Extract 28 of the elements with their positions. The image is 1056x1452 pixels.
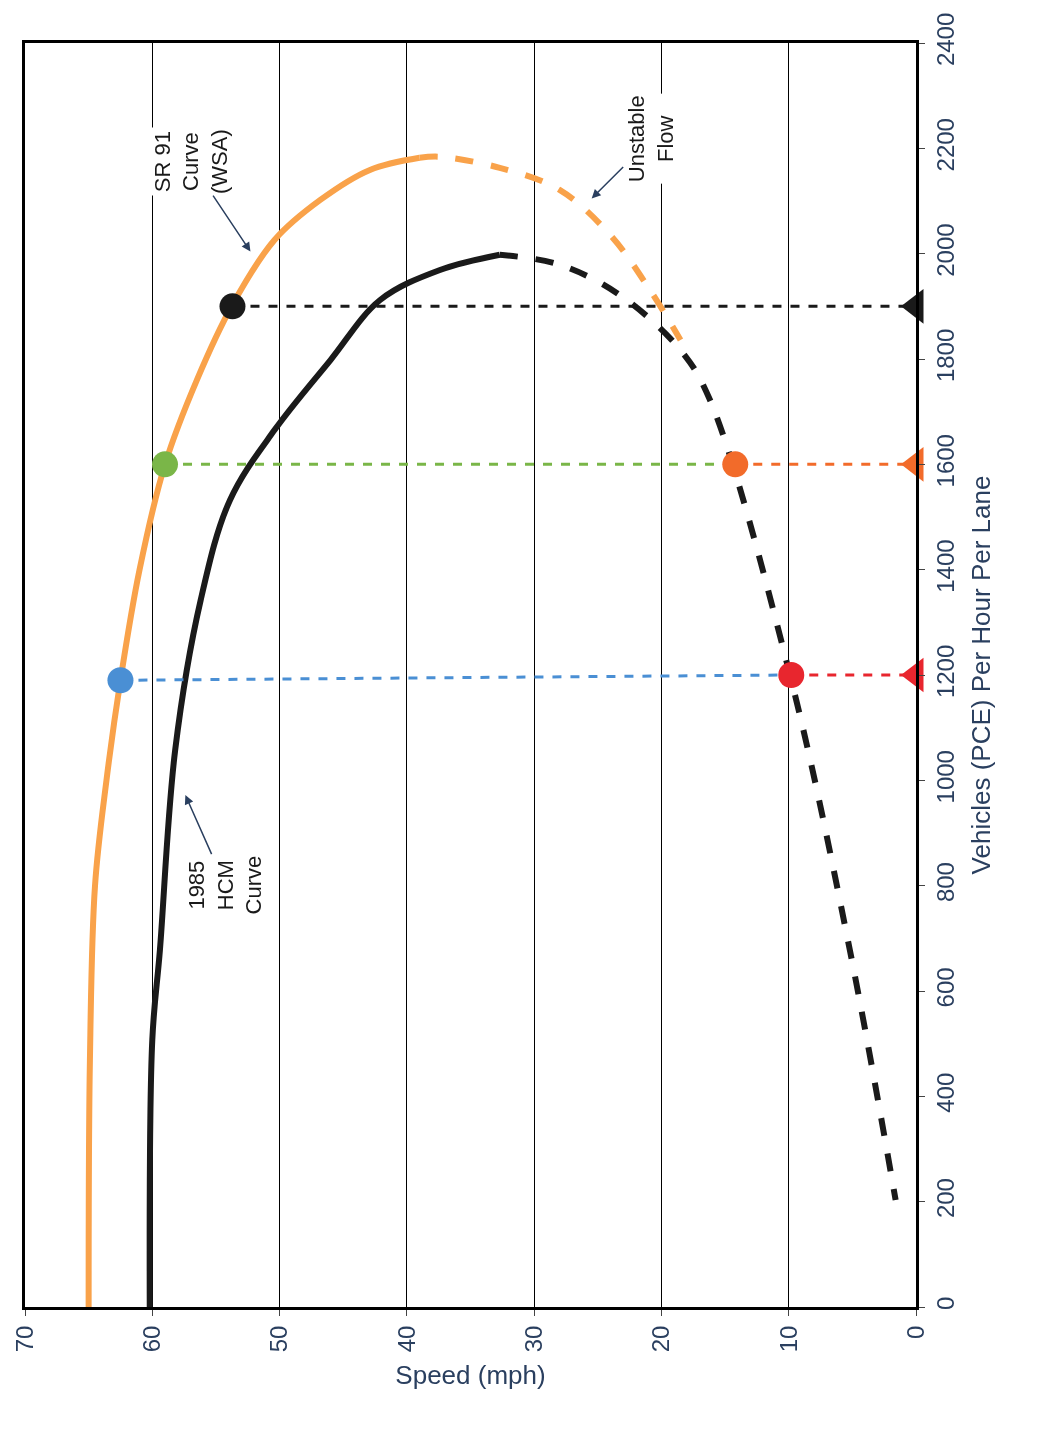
x-tick-label: 20 (647, 1325, 675, 1353)
y-tick-label: 2400 (931, 12, 959, 67)
x-tick-label: 50 (265, 1325, 293, 1353)
annotation: Unstable Flow (624, 95, 678, 183)
point (107, 667, 134, 694)
x-tick-label: 40 (392, 1325, 420, 1353)
y-tick-label: 1000 (931, 750, 959, 804)
x-tick-label: 70 (10, 1325, 38, 1353)
annotation: 1985 HCM Curve (184, 855, 267, 915)
x-tick-label: 30 (519, 1325, 547, 1353)
y-tick-label: 2000 (931, 223, 959, 277)
y-tick-label: 600 (931, 967, 959, 1008)
y-tick-label: 1400 (931, 539, 959, 593)
y-tick-label: 400 (931, 1072, 959, 1113)
y-tick-label: 2200 (931, 118, 959, 172)
x-axis-title: Speed (mph) (395, 1360, 546, 1390)
y-axis-title: Vehicles (PCE) Per Hour Per Lane (966, 475, 997, 875)
annotation: SR 91 Curve (WSA) (149, 129, 233, 194)
y-tick-label: 200 (931, 1178, 959, 1219)
point (152, 451, 179, 478)
x-tick-label: 0 (901, 1325, 929, 1339)
y-tick-label: 1800 (931, 328, 959, 383)
y-tick-label: 0 (931, 1296, 959, 1311)
x-tick-label: 60 (138, 1325, 166, 1353)
y-tick-label: 800 (931, 862, 959, 903)
x-tick-label: 10 (774, 1325, 802, 1353)
y-tick-label: 1200 (931, 644, 959, 699)
y-tick-label: 1600 (931, 434, 959, 488)
